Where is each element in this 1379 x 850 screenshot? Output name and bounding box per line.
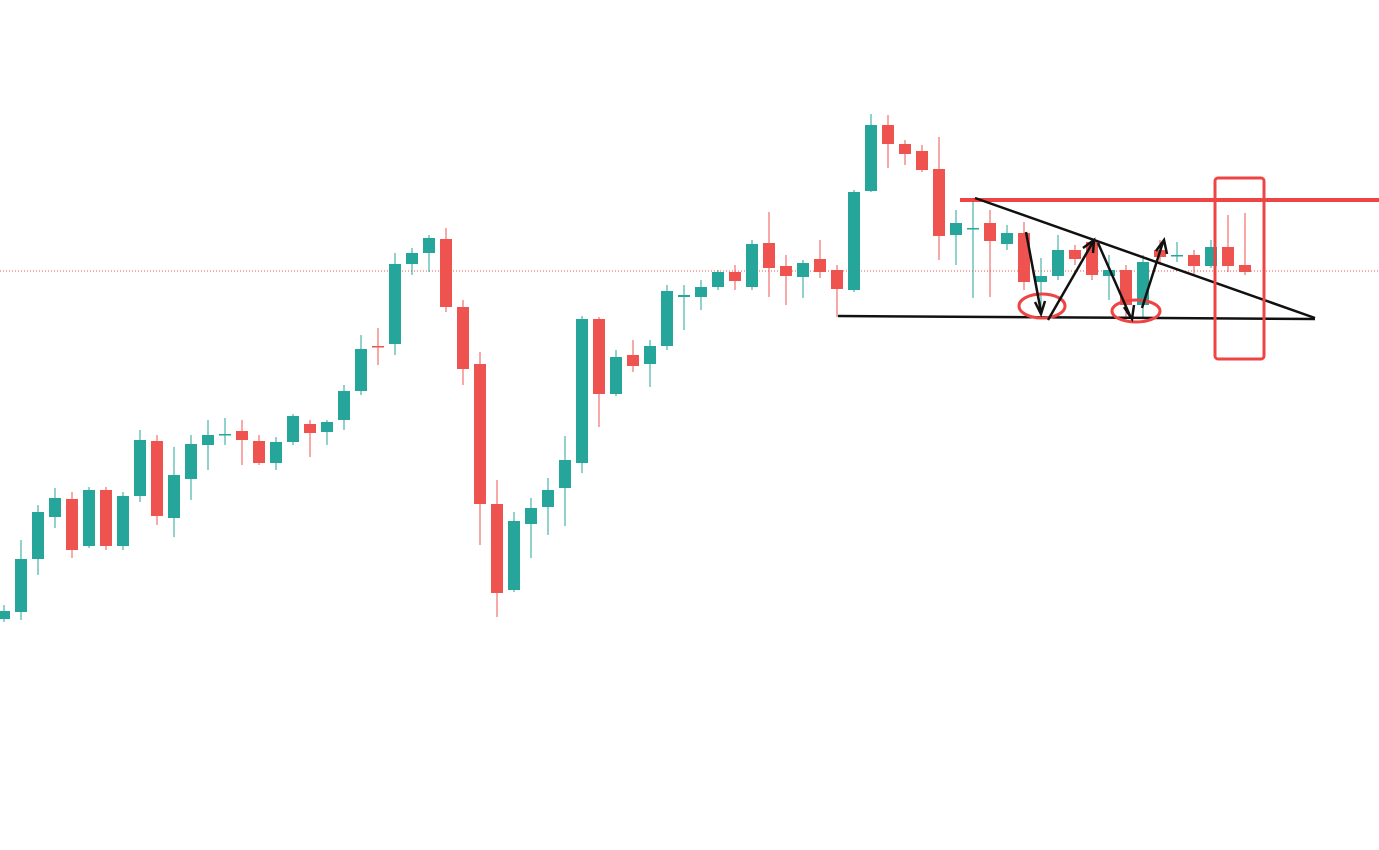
candle-body (661, 291, 673, 346)
candle-body (440, 239, 452, 307)
candle-body (508, 521, 520, 590)
candle-body (1239, 265, 1251, 272)
candle-body (168, 475, 180, 518)
annotations (837, 176, 1379, 361)
candle-body (1018, 233, 1030, 282)
candle-body (831, 270, 843, 289)
candle-body (117, 496, 129, 546)
candle-body (49, 498, 61, 517)
arrows (1024, 231, 1169, 323)
highlight-box (1213, 176, 1266, 361)
candle-body (865, 125, 877, 191)
candle-body (1222, 247, 1234, 266)
candle-body (389, 264, 401, 344)
candle-body (321, 422, 333, 432)
candle-body (355, 349, 367, 391)
candle-body (151, 441, 163, 516)
candle-body (32, 512, 44, 559)
candle-body (848, 192, 860, 290)
candle-body (202, 435, 214, 445)
candle-body (66, 499, 78, 550)
candle-body (372, 346, 384, 348)
candle-body (1052, 250, 1064, 276)
candle-body (916, 151, 928, 170)
candle-body (610, 357, 622, 394)
candle-body (1188, 255, 1200, 266)
circle-marker (1017, 292, 1067, 320)
candle-body (423, 238, 435, 253)
candle-body (338, 391, 350, 420)
candle-body (780, 266, 792, 276)
candle-body (525, 508, 537, 524)
candle-body (746, 244, 758, 287)
candle-body (134, 440, 146, 496)
candle-body (644, 346, 656, 364)
candle-body (15, 559, 27, 612)
candle-body (729, 272, 741, 281)
candle-body (406, 253, 418, 264)
candle-body (491, 504, 503, 593)
candle-body (1035, 276, 1047, 282)
candle-body (474, 364, 486, 504)
support-line (837, 314, 1316, 321)
candle-body (559, 460, 571, 488)
candle-body (576, 319, 588, 463)
candle-body (253, 441, 265, 463)
candle-body (457, 307, 469, 369)
circle-marker (1110, 298, 1162, 324)
candle-body (219, 434, 231, 436)
candle-body (627, 355, 639, 366)
candle-body (1001, 233, 1013, 244)
candle-body (593, 319, 605, 394)
candle-body (899, 144, 911, 154)
candles (0, 114, 1251, 622)
candle-body (1086, 242, 1098, 275)
candle-body (1120, 270, 1132, 305)
candle-body (695, 287, 707, 297)
candle-body (270, 442, 282, 463)
candle-body (100, 490, 112, 546)
candle-body (236, 431, 248, 440)
candle-body (797, 263, 809, 277)
candle-body (542, 490, 554, 507)
candle-body (287, 416, 299, 442)
candle-body (712, 272, 724, 287)
candle-body (185, 444, 197, 479)
candle-body (1171, 255, 1183, 257)
candle-body (814, 259, 826, 272)
candle-body (882, 125, 894, 144)
candle-body (763, 243, 775, 268)
trend-line (974, 196, 1316, 320)
candle-body (83, 490, 95, 546)
candle-body (0, 611, 10, 619)
candle-body (967, 228, 979, 230)
candle-body (678, 295, 690, 297)
candle-body (1069, 250, 1081, 259)
candle-body (1103, 270, 1115, 276)
candle-body (950, 223, 962, 235)
candle-body (1137, 262, 1149, 305)
candle-body (984, 223, 996, 241)
candle-body (304, 424, 316, 433)
candle-body (933, 169, 945, 236)
